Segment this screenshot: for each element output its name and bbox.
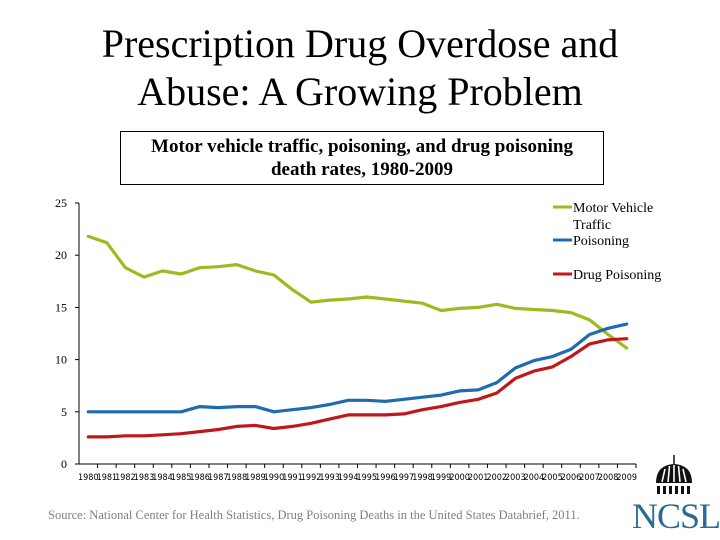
x-tick-label: 1993 [319, 473, 340, 483]
x-tick-label: 2009 [616, 473, 637, 483]
x-tick-label: 1986 [189, 473, 210, 483]
slide-title: Prescription Drug Overdose and Abuse: A … [0, 20, 720, 116]
chart-title: Motor vehicle traffic, poisoning, and dr… [120, 131, 604, 185]
source-note: Source: National Center for Health Stati… [48, 508, 580, 522]
x-tick-label: 2000 [449, 473, 470, 483]
y-tick-label: 0 [61, 457, 67, 471]
ncsl-logo: NCSL [632, 455, 720, 536]
x-tick-label: 1991 [282, 473, 303, 483]
legend-label: Motor Vehicle [573, 201, 653, 216]
x-tick-label: 1998 [412, 473, 433, 483]
y-tick-label: 15 [55, 300, 67, 314]
x-tick-label: 1994 [338, 473, 359, 483]
x-tick-label: 1992 [301, 473, 322, 483]
series-line-motor-vehicle-traffic [86, 234, 629, 350]
x-tick-label: 2005 [542, 473, 563, 483]
capitol-dome-icon [656, 455, 692, 494]
axes: 0510152025198019811982198319841985198619… [55, 196, 637, 483]
x-tick-label: 1980 [78, 473, 99, 483]
x-tick-label: 1995 [357, 473, 378, 483]
x-tick-label: 1999 [431, 473, 452, 483]
x-tick-label: 2002 [486, 473, 507, 483]
x-tick-label: 1996 [375, 473, 396, 483]
x-tick-label: 2001 [468, 473, 489, 483]
x-tick-label: 1990 [264, 473, 285, 483]
x-tick-label: 2008 [598, 473, 619, 483]
x-tick-label: 1997 [394, 473, 415, 483]
legend-label: Drug Poisoning [573, 268, 661, 283]
x-tick-label: 2006 [561, 473, 582, 483]
x-tick-label: 2004 [524, 473, 545, 483]
legend-label: Poisoning [573, 234, 629, 249]
slide-title-line2: Abuse: A Growing Problem [137, 69, 583, 114]
chart-title-line1: Motor vehicle traffic, poisoning, and dr… [151, 136, 573, 157]
x-tick-label: 1983 [134, 473, 155, 483]
x-tick-label: 2007 [579, 473, 600, 483]
x-tick-label: 1988 [227, 473, 248, 483]
x-tick-label: 1984 [152, 473, 173, 483]
y-tick-label: 20 [55, 248, 67, 262]
x-tick-label: 2003 [505, 473, 526, 483]
logo-text: NCSL [632, 496, 720, 536]
x-tick-label: 1985 [171, 473, 192, 483]
x-tick-label: 1989 [245, 473, 266, 483]
x-tick-label: 1987 [208, 473, 229, 483]
x-tick-label: 1982 [115, 473, 136, 483]
series-line-poisoning [86, 322, 629, 414]
x-tick-label: 1981 [97, 473, 118, 483]
slide-title-line1: Prescription Drug Overdose and [101, 21, 619, 66]
legend-label: Traffic [573, 218, 611, 233]
series-lines [86, 234, 629, 439]
y-tick-label: 5 [61, 405, 67, 419]
series-line-drug-poisoning [86, 337, 629, 439]
y-tick-label: 10 [55, 353, 67, 367]
chart-title-line2: death rates, 1980-2009 [270, 159, 454, 180]
y-tick-label: 25 [55, 196, 67, 210]
